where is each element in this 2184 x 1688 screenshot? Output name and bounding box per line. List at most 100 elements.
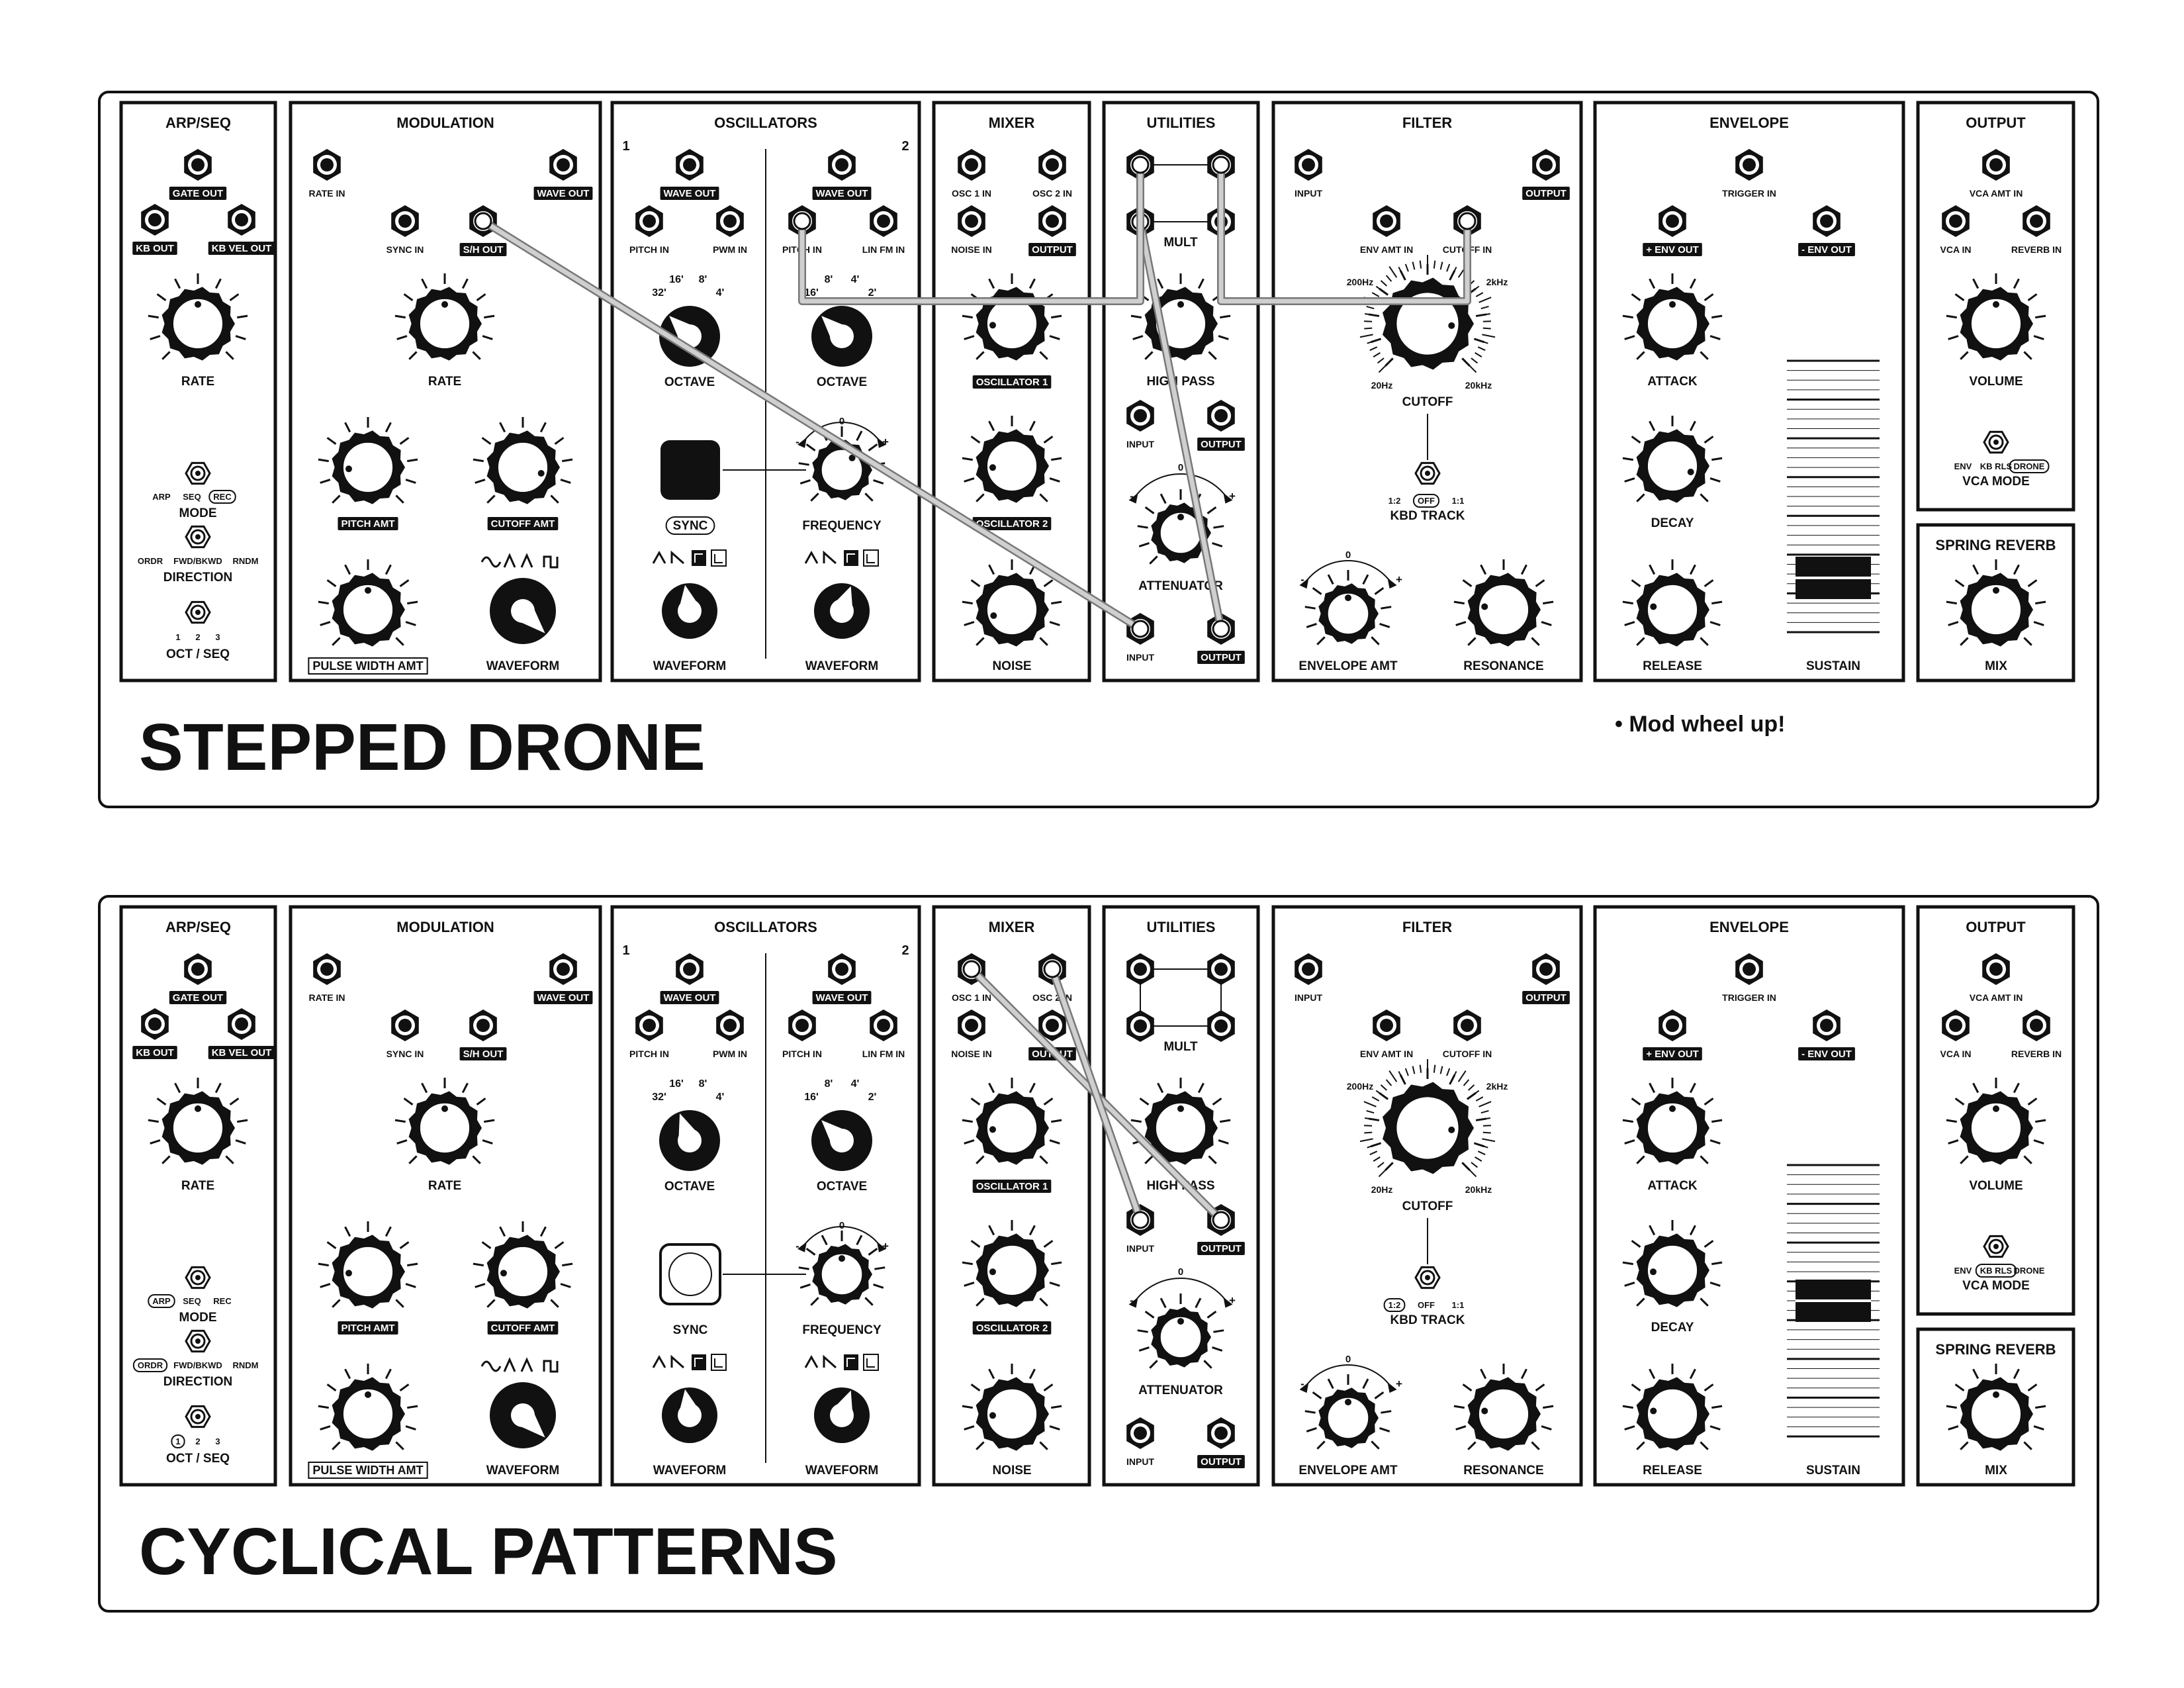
- mix-osc2-in[interactable]: [1038, 149, 1066, 181]
- mix-output[interactable]: [1038, 1009, 1066, 1041]
- osc2-octave-selector[interactable]: [811, 306, 872, 367]
- util-attenuator-knob[interactable]: [1137, 1293, 1224, 1369]
- mod-wave-out[interactable]: [549, 149, 577, 181]
- filter-output[interactable]: [1532, 953, 1560, 985]
- cable-plug[interactable]: [1043, 960, 1062, 978]
- osc2-lin-fm-in[interactable]: [870, 1009, 897, 1041]
- osc-frequency-knob[interactable]: [798, 1231, 886, 1306]
- out-vca-mode-switch[interactable]: [1983, 430, 2009, 454]
- filter-output[interactable]: [1532, 149, 1560, 181]
- mod-waveform-selector[interactable]: [490, 1382, 556, 1448]
- osc1-octave-selector[interactable]: [659, 1110, 720, 1171]
- util-in2[interactable]: [1126, 1417, 1154, 1449]
- mix-osc1-knob[interactable]: [962, 273, 1062, 361]
- mod-pwm-amt-knob[interactable]: [318, 559, 418, 647]
- env-release-knob[interactable]: [1622, 559, 1723, 647]
- out-volume-knob[interactable]: [1946, 1078, 2046, 1165]
- env-release-knob[interactable]: [1622, 1364, 1723, 1451]
- mod-wave-out[interactable]: [549, 953, 577, 985]
- patch-cable[interactable]: [799, 162, 1143, 304]
- cable-plug[interactable]: [1131, 1211, 1150, 1229]
- mod-sync-in[interactable]: [391, 1009, 419, 1041]
- arp-rate-knob[interactable]: [148, 273, 248, 361]
- mod-sync-in[interactable]: [391, 205, 419, 237]
- mod-rate-in[interactable]: [313, 149, 341, 181]
- mod-rate-in[interactable]: [313, 953, 341, 985]
- mix-noise-knob[interactable]: [962, 559, 1062, 647]
- env-sustain-slider[interactable]: [1787, 359, 1880, 633]
- mod-pitch-amt-knob[interactable]: [318, 417, 418, 504]
- osc2-pitch-in[interactable]: [788, 1009, 816, 1041]
- filter-envelope-amt-knob[interactable]: [1304, 570, 1392, 645]
- out-reverb-in[interactable]: [2023, 205, 2050, 237]
- filter-kbd-track-switch[interactable]: [1414, 1266, 1441, 1289]
- cable-plug[interactable]: [1458, 212, 1477, 230]
- arp-gate-out[interactable]: [184, 953, 212, 985]
- osc-sync-button[interactable]: [660, 440, 720, 500]
- env-neg-out[interactable]: [1813, 205, 1841, 237]
- filter-input[interactable]: [1295, 149, 1322, 181]
- osc2-waveform-selector[interactable]: [814, 1387, 870, 1443]
- arp-rate-knob[interactable]: [148, 1078, 248, 1165]
- arp-kb-out[interactable]: [141, 204, 169, 236]
- osc1-wave-out[interactable]: [676, 953, 704, 985]
- patch-cable[interactable]: [480, 218, 1143, 632]
- cable-plug[interactable]: [1212, 620, 1230, 638]
- reverb-mix-knob[interactable]: [1946, 559, 2046, 647]
- filter-kbd-track-switch[interactable]: [1414, 461, 1441, 485]
- mod-waveform-selector[interactable]: [490, 578, 556, 644]
- mod-rate-knob[interactable]: [394, 1078, 495, 1165]
- patch-cable[interactable]: [1218, 162, 1470, 304]
- arp-kb-vel-out[interactable]: [228, 204, 255, 236]
- util-mult-a2[interactable]: [1126, 1010, 1154, 1042]
- mix-osc1-in[interactable]: [958, 149, 985, 181]
- util-out2[interactable]: [1207, 1417, 1235, 1449]
- out-vca-in[interactable]: [1942, 1009, 1970, 1041]
- out-volume-knob[interactable]: [1946, 273, 2046, 361]
- filter-cutoff-in[interactable]: [1453, 1009, 1481, 1041]
- patch-cable[interactable]: [1050, 966, 1143, 1223]
- mix-osc2-knob[interactable]: [962, 1220, 1062, 1307]
- env-attack-knob[interactable]: [1622, 273, 1723, 361]
- osc2-wave-out[interactable]: [828, 149, 856, 181]
- mod-cutoff-amt-knob[interactable]: [473, 1221, 573, 1309]
- filter-cutoff-knob[interactable]: [1368, 1068, 1487, 1174]
- cable-plug[interactable]: [1131, 620, 1150, 638]
- arp-direction-switch[interactable]: [185, 1329, 211, 1353]
- mod-cutoff-amt-knob[interactable]: [473, 417, 573, 504]
- out-vca-mode-switch[interactable]: [1983, 1235, 2009, 1258]
- arp-kb-vel-out[interactable]: [228, 1008, 255, 1040]
- filter-env-amt-in[interactable]: [1373, 1009, 1400, 1041]
- util-mult-a1[interactable]: [1126, 953, 1154, 985]
- mix-osc2-knob[interactable]: [962, 416, 1062, 503]
- osc1-pitch-in[interactable]: [635, 1009, 663, 1041]
- out-vca-amt-in[interactable]: [1982, 953, 2010, 985]
- osc2-waveform-selector[interactable]: [814, 583, 870, 639]
- arp-gate-out[interactable]: [184, 149, 212, 181]
- env-neg-out[interactable]: [1813, 1009, 1841, 1041]
- arp-mode-switch[interactable]: [185, 461, 211, 485]
- filter-resonance-knob[interactable]: [1453, 559, 1554, 647]
- mix-noise-knob[interactable]: [962, 1364, 1062, 1451]
- mix-output[interactable]: [1038, 205, 1066, 237]
- osc2-lin-fm-in[interactable]: [870, 205, 897, 237]
- osc1-wave-out[interactable]: [676, 149, 704, 181]
- env-sustain-slider[interactable]: [1787, 1164, 1880, 1438]
- cable-plug[interactable]: [1212, 1211, 1230, 1229]
- osc2-octave-selector[interactable]: [811, 1110, 872, 1171]
- osc1-waveform-selector[interactable]: [662, 1387, 717, 1443]
- out-reverb-in[interactable]: [2023, 1009, 2050, 1041]
- env-pos-out[interactable]: [1659, 1009, 1686, 1041]
- cable-plug[interactable]: [962, 960, 981, 978]
- filter-env-amt-in[interactable]: [1373, 205, 1400, 237]
- mod-pitch-amt-knob[interactable]: [318, 1221, 418, 1309]
- mix-noise-in[interactable]: [958, 1009, 985, 1041]
- mod-sh-out[interactable]: [469, 1009, 497, 1041]
- mod-rate-knob[interactable]: [394, 273, 495, 361]
- filter-resonance-knob[interactable]: [1453, 1364, 1554, 1451]
- env-decay-knob[interactable]: [1622, 1220, 1723, 1307]
- env-trigger-in[interactable]: [1735, 149, 1763, 181]
- util-mult-b1[interactable]: [1207, 953, 1235, 985]
- util-in1[interactable]: [1126, 400, 1154, 432]
- arp-octseq-switch[interactable]: [185, 600, 211, 624]
